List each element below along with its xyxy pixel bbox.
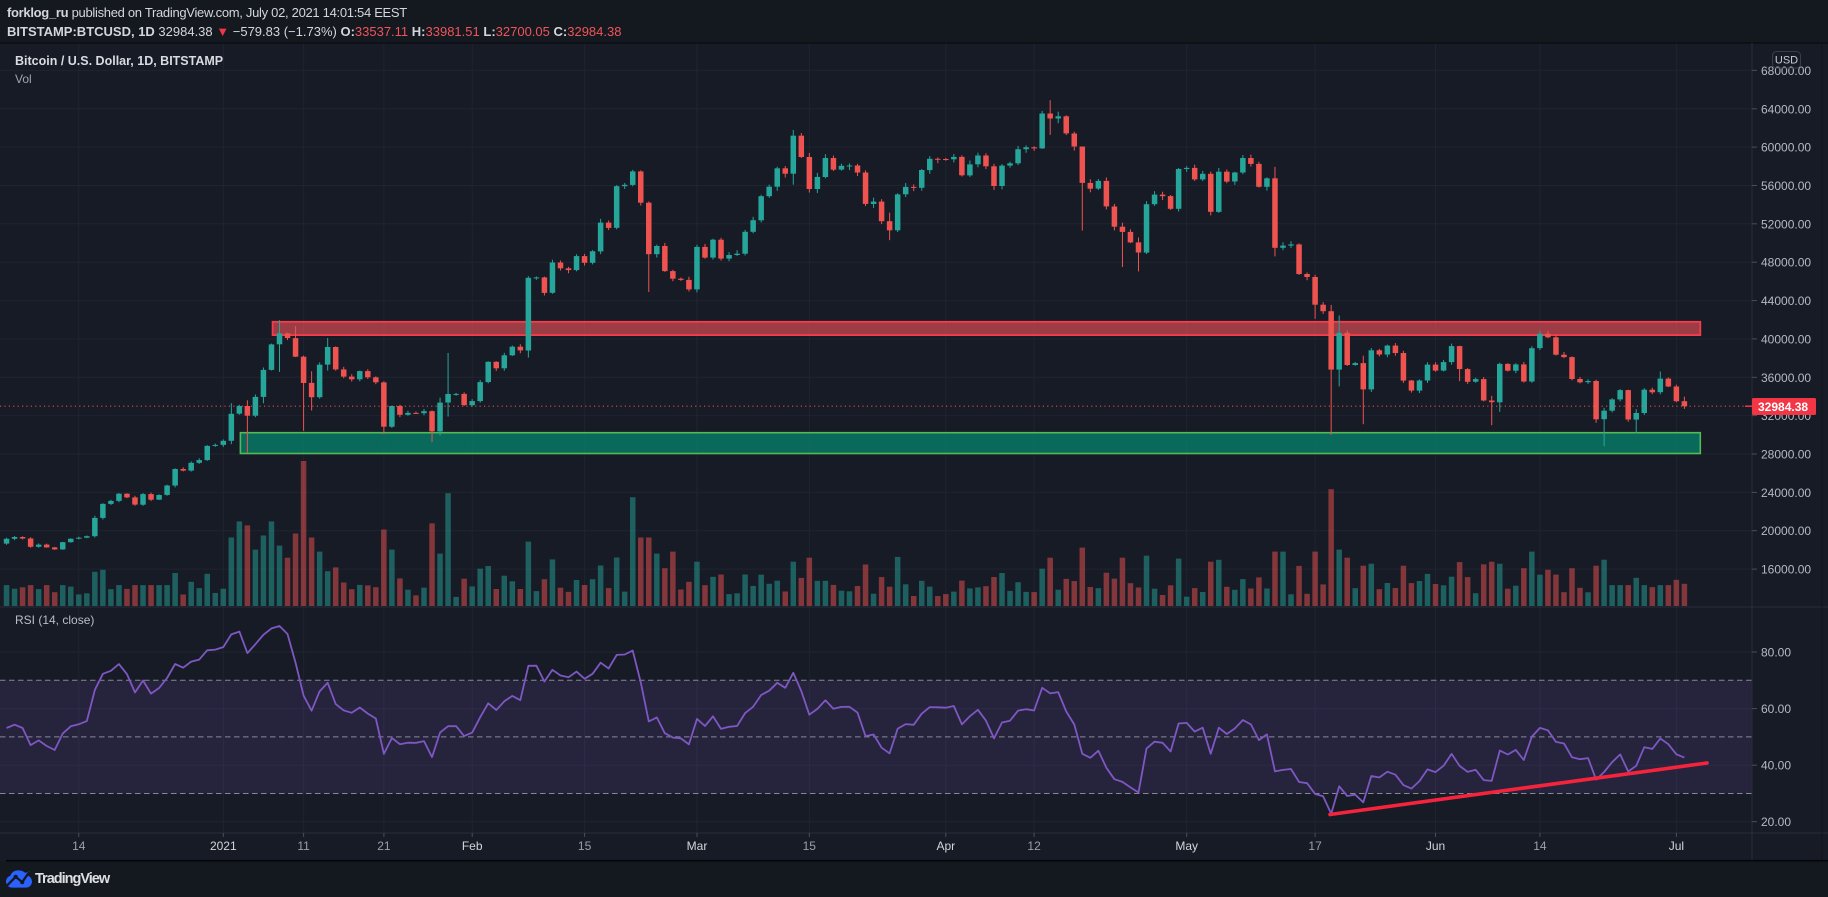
svg-text:Mar: Mar [687, 839, 708, 853]
svg-text:Bitcoin / U.S. Dollar, 1D, BIT: Bitcoin / U.S. Dollar, 1D, BITSTAMP [15, 54, 223, 68]
svg-text:11: 11 [297, 839, 310, 853]
svg-text:40.00: 40.00 [1761, 759, 1791, 773]
svg-text:80.00: 80.00 [1761, 646, 1791, 660]
svg-text:64000.00: 64000.00 [1761, 102, 1811, 116]
svg-text:Jul: Jul [1669, 839, 1684, 853]
svg-text:TradingView: TradingView [35, 871, 111, 887]
svg-text:28000.00: 28000.00 [1761, 448, 1811, 462]
svg-text:2021: 2021 [210, 839, 237, 853]
svg-text:40000.00: 40000.00 [1761, 332, 1811, 346]
svg-text:Apr: Apr [936, 839, 955, 853]
svg-text:12: 12 [1027, 839, 1041, 853]
svg-text:14: 14 [1533, 839, 1547, 853]
svg-text:16000.00: 16000.00 [1761, 563, 1811, 577]
svg-text:RSI (14, close): RSI (14, close) [15, 613, 94, 627]
svg-text:21: 21 [377, 839, 391, 853]
svg-text:52000.00: 52000.00 [1761, 217, 1811, 231]
svg-text:14: 14 [72, 839, 86, 853]
svg-text:Jun: Jun [1426, 839, 1445, 853]
svg-text:15: 15 [803, 839, 817, 853]
svg-text:17: 17 [1308, 839, 1322, 853]
svg-text:May: May [1175, 839, 1198, 853]
svg-text:15: 15 [578, 839, 592, 853]
svg-text:USD: USD [1775, 55, 1798, 67]
svg-text:forklog_ru published on Tradin: forklog_ru published on TradingView.com,… [7, 5, 407, 20]
svg-text:24000.00: 24000.00 [1761, 486, 1811, 500]
svg-text:20.00: 20.00 [1761, 815, 1791, 829]
svg-text:32984.38: 32984.38 [1758, 400, 1808, 414]
svg-text:60000.00: 60000.00 [1761, 141, 1811, 155]
svg-text:60.00: 60.00 [1761, 702, 1791, 716]
svg-text:Feb: Feb [462, 839, 483, 853]
svg-text:20000.00: 20000.00 [1761, 524, 1811, 538]
svg-text:36000.00: 36000.00 [1761, 371, 1811, 385]
svg-text:56000.00: 56000.00 [1761, 179, 1811, 193]
svg-text:48000.00: 48000.00 [1761, 256, 1811, 270]
svg-text:BITSTAMP:BTCUSD, 1D 32984.38: BITSTAMP:BTCUSD, 1D 32984.38 ▼ −579.83 (… [7, 24, 621, 39]
svg-text:44000.00: 44000.00 [1761, 294, 1811, 308]
svg-text:Vol: Vol [15, 72, 32, 86]
